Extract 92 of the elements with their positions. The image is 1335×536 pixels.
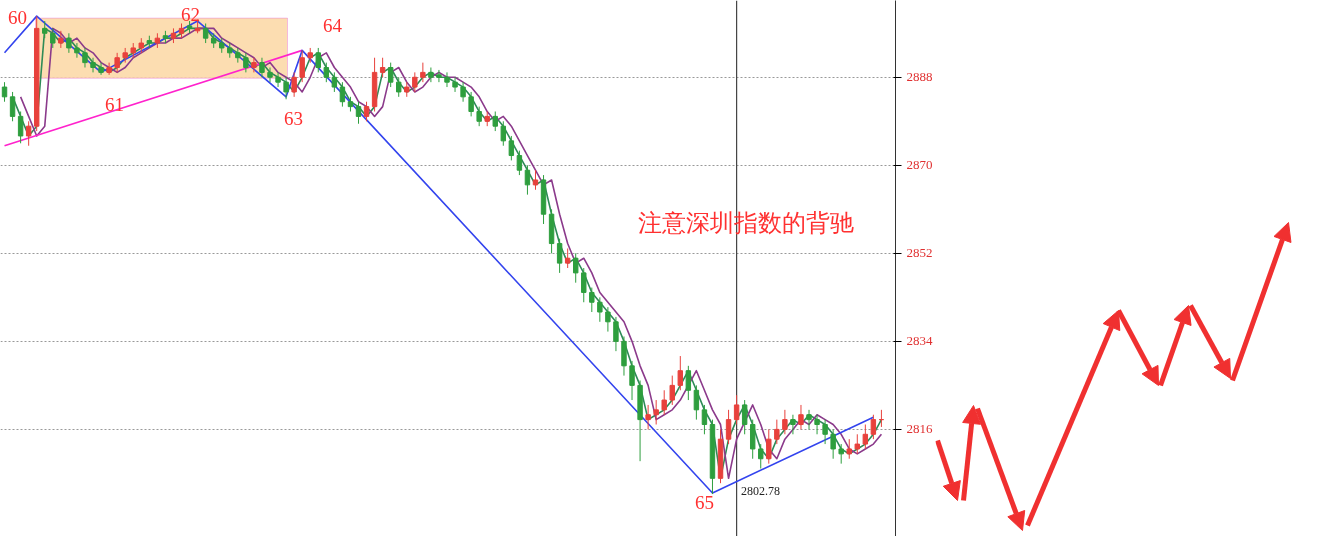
- candlestick: [669, 375, 675, 406]
- candlestick: [283, 76, 289, 100]
- candlestick: [500, 120, 507, 147]
- candlestick: [870, 414, 877, 440]
- candlestick: [693, 384, 700, 421]
- candlestick: [573, 252, 579, 284]
- candlestick: [114, 52, 120, 73]
- candlestick: [701, 404, 708, 435]
- candlestick: [363, 101, 370, 122]
- candlestick: [17, 111, 24, 144]
- candlestick: [275, 71, 281, 88]
- candlestick: [251, 57, 257, 73]
- annotation: 62: [181, 4, 200, 25]
- candlestick: [66, 32, 72, 54]
- candlestick: [444, 71, 450, 88]
- annotation: 63: [284, 108, 303, 129]
- candlestick: [516, 150, 523, 176]
- candlestick: [725, 409, 732, 445]
- candlestick: [468, 91, 474, 117]
- candlestick: [339, 81, 346, 108]
- candlestick: [758, 443, 764, 470]
- candlestick: [685, 365, 692, 401]
- candlestick: [1, 81, 8, 103]
- annotation: 60: [8, 7, 27, 28]
- candlestick: [492, 111, 498, 132]
- candlestick: [677, 355, 684, 391]
- candlestick: [822, 419, 828, 445]
- candlestick: [9, 91, 16, 122]
- candlestick: [379, 57, 386, 78]
- candlestick: [98, 62, 104, 76]
- candlestick: [774, 419, 780, 445]
- annotation: 64: [323, 15, 343, 36]
- y-tick-label: 2870: [906, 157, 933, 173]
- candlestick: [267, 67, 273, 83]
- candlestick: [854, 433, 860, 455]
- candlestick: [25, 120, 32, 147]
- candlestick: [82, 47, 88, 68]
- candlestick: [508, 135, 515, 161]
- candlestick: [733, 394, 740, 426]
- candlestick: [524, 164, 531, 196]
- candlestick: [331, 71, 338, 93]
- candlestick: [830, 428, 836, 460]
- y-tick-label: 2816: [906, 421, 933, 437]
- candlestick: [629, 360, 635, 401]
- candlestick: [613, 316, 619, 352]
- candlestick: [476, 106, 482, 127]
- candlestick: [436, 69, 442, 83]
- candlestick: [564, 247, 571, 269]
- candlestick: [653, 399, 659, 426]
- candlestick: [556, 238, 563, 274]
- candlestick: [106, 62, 112, 76]
- candlestick: [387, 62, 394, 88]
- y-tick-label: 2852: [906, 245, 933, 261]
- candlestick: [589, 287, 595, 313]
- candlestick: [202, 22, 209, 44]
- candlestick: [838, 443, 844, 465]
- candlestick: [645, 404, 651, 430]
- candlestick: [814, 414, 820, 435]
- candlestick: [315, 47, 321, 73]
- candlestick: [355, 101, 362, 125]
- candlestick: [862, 424, 869, 450]
- candlestick: [323, 62, 330, 83]
- candlestick: [798, 404, 804, 430]
- candlestick: [428, 67, 434, 83]
- candlestick: [741, 399, 748, 435]
- y-tick-label: 2888: [906, 69, 933, 85]
- candlestick: [460, 81, 466, 103]
- candlestick: [299, 49, 305, 83]
- candlestick: [420, 62, 426, 83]
- candlestick: [661, 389, 667, 416]
- annotation: 65: [695, 492, 714, 513]
- candlestick: [766, 428, 772, 465]
- candlestick: [291, 71, 297, 98]
- candlestick: [846, 438, 852, 460]
- annotation: 2802.78: [741, 483, 780, 498]
- candlestick: [412, 71, 418, 93]
- candlestick: [581, 267, 587, 303]
- candlestick: [396, 76, 402, 98]
- candlestick: [782, 409, 788, 435]
- candlestick: [74, 42, 80, 59]
- candlestick: [605, 306, 611, 333]
- candlestick: [90, 57, 96, 73]
- candlestick: [790, 414, 796, 435]
- candlestick: [259, 57, 265, 78]
- candlestick: [532, 169, 539, 191]
- candlestick: [50, 27, 56, 49]
- candlestick: [243, 52, 249, 73]
- candlestick: [806, 409, 812, 430]
- candlestick: [597, 296, 603, 323]
- annotation: 61: [105, 94, 124, 115]
- y-tick-label: 2834: [906, 333, 933, 349]
- candlestick: [452, 76, 458, 93]
